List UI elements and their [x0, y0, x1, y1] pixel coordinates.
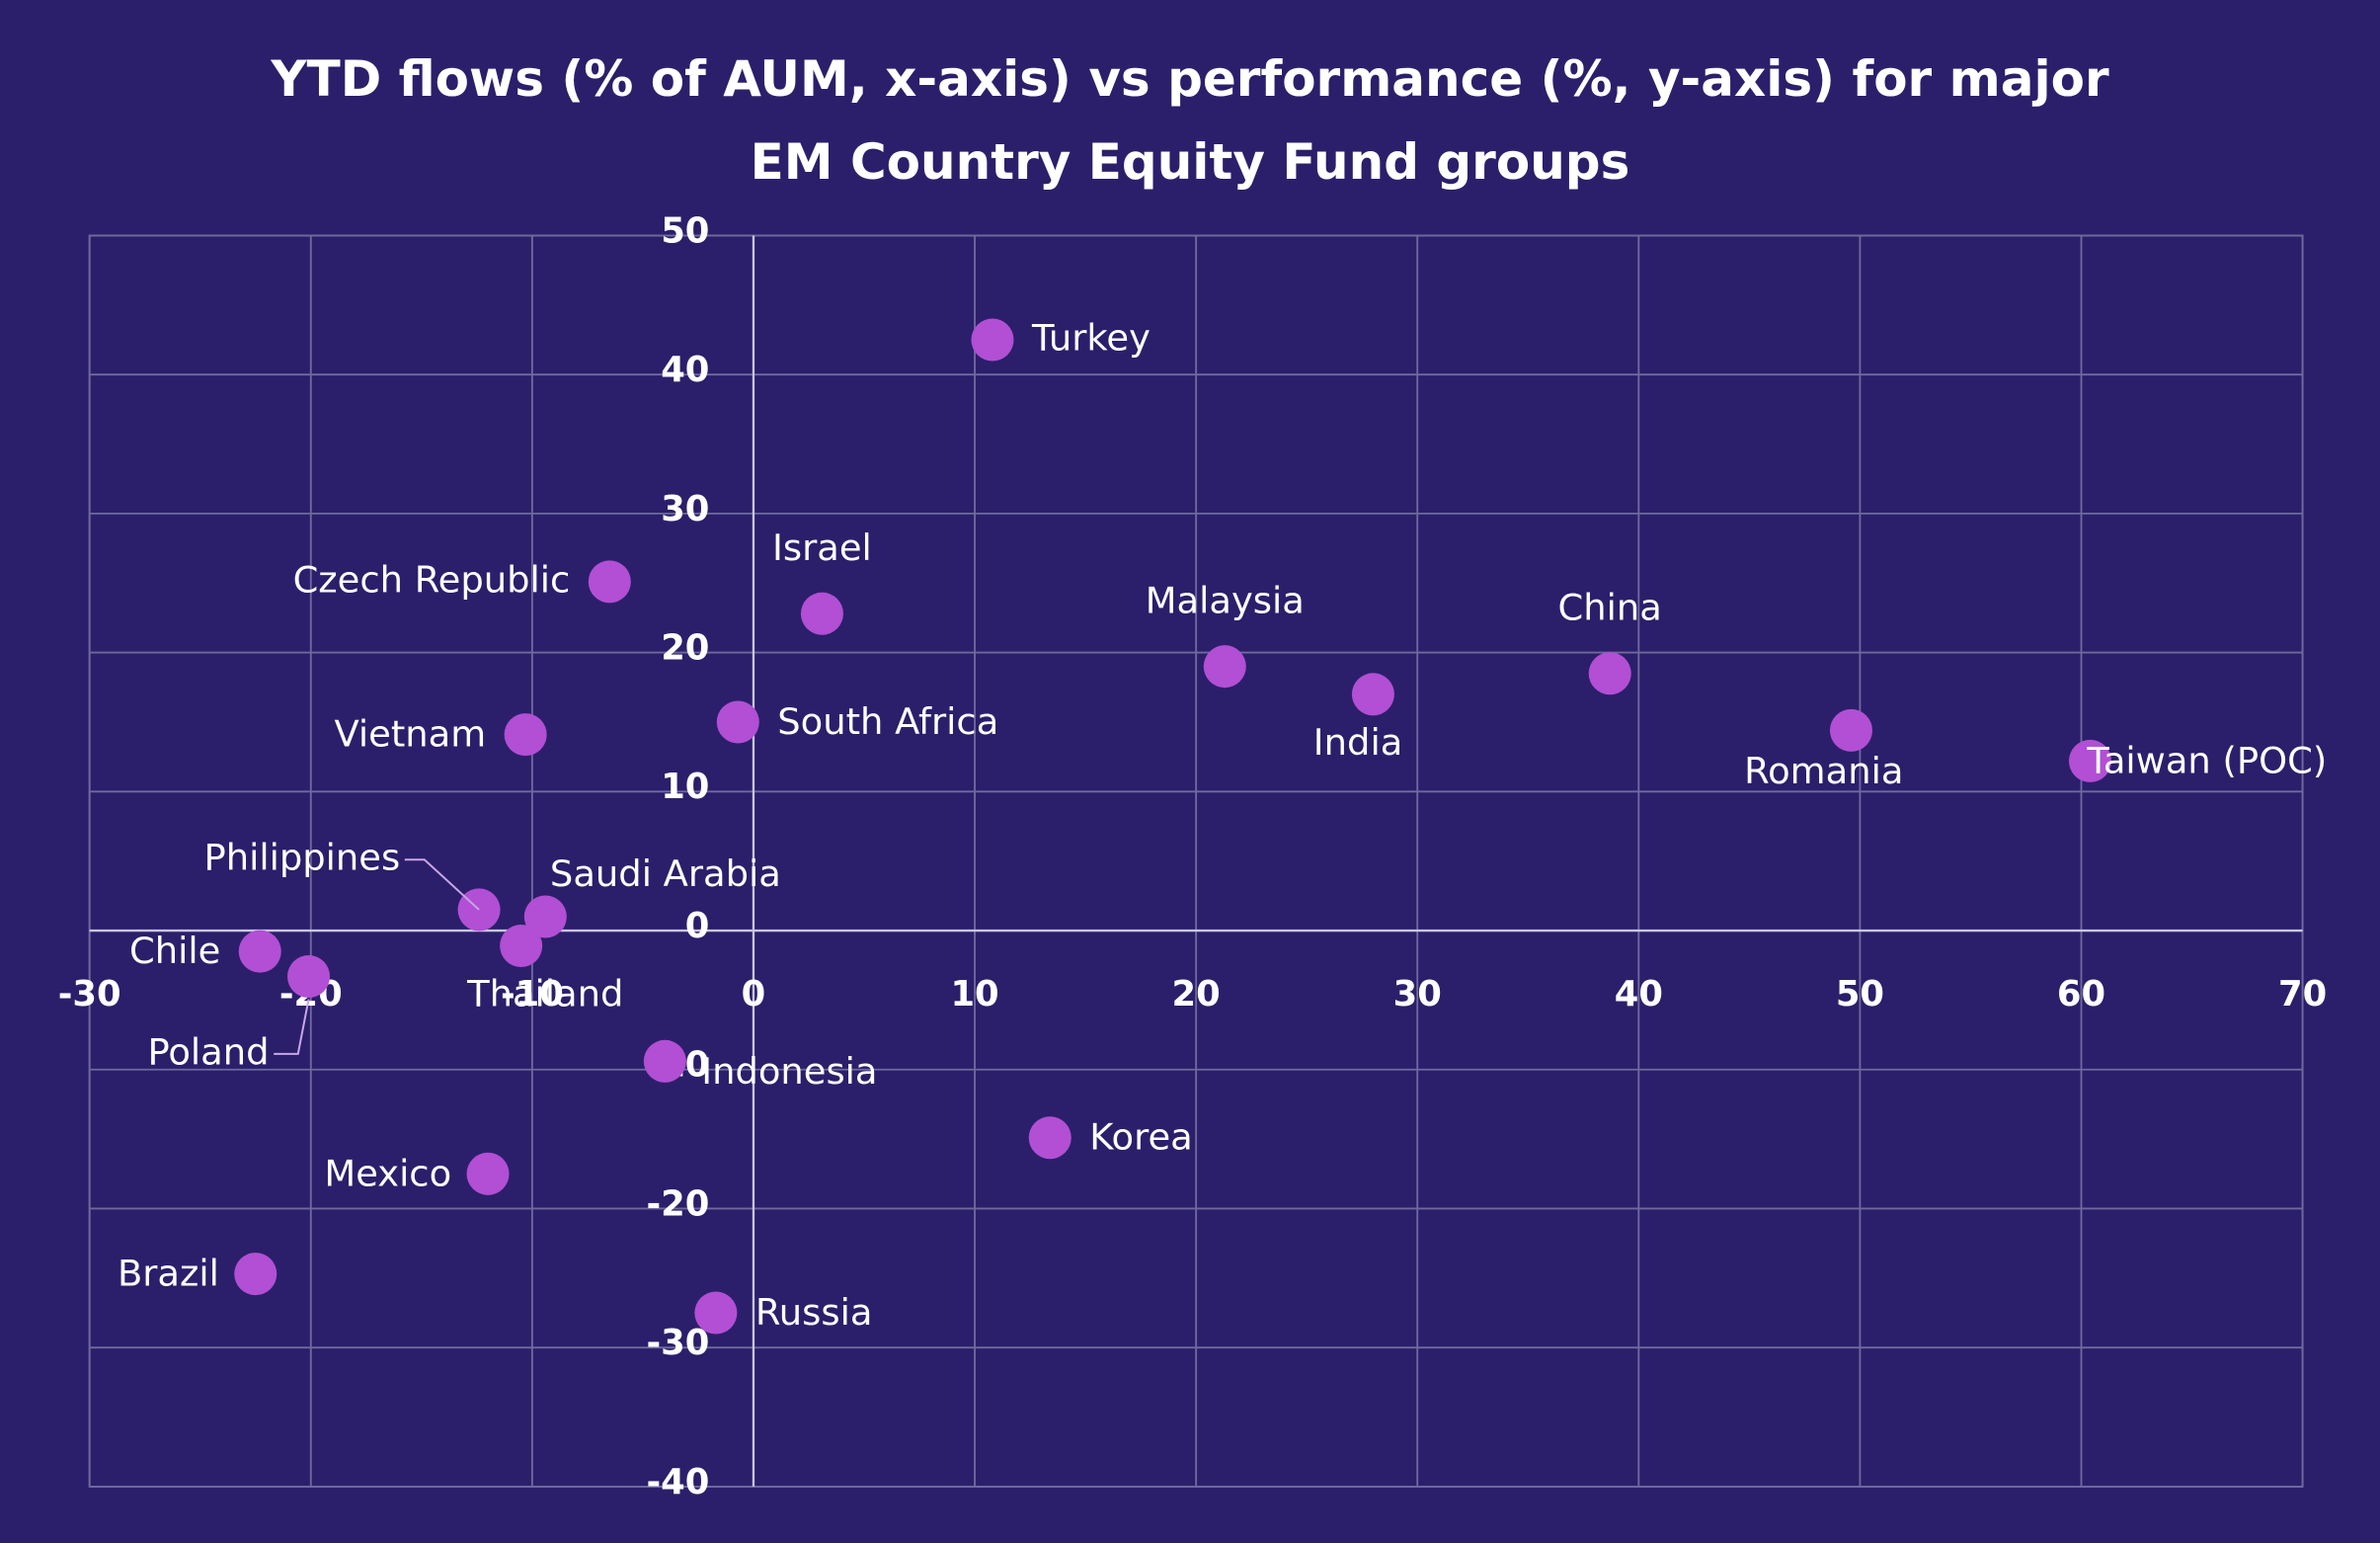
point [523, 895, 567, 938]
y-tick-label: -20 [647, 1183, 710, 1224]
point [2068, 739, 2112, 782]
point-label: Thailand [466, 973, 623, 1015]
point [1203, 645, 1246, 689]
point-label: Indonesia [701, 1050, 877, 1093]
x-tick-label: 60 [2057, 974, 2105, 1015]
point [238, 930, 281, 973]
leader-line [404, 858, 480, 911]
leader-line [274, 999, 310, 1055]
y-tick-label: 40 [661, 350, 709, 390]
y-tick-label: 10 [661, 767, 709, 807]
point-label: Saudi Arabia [550, 853, 781, 895]
y-tick-label: -30 [647, 1323, 710, 1363]
point [1028, 1116, 1071, 1160]
y-tick-label: -40 [647, 1462, 710, 1502]
point-label: Chile [129, 930, 220, 972]
point [1829, 708, 1872, 752]
point [234, 1253, 278, 1296]
point-label: Russia [755, 1291, 873, 1334]
x-tick-label: -30 [58, 974, 121, 1015]
point [971, 318, 1014, 362]
point-label: Taiwan (POC) [2086, 739, 2327, 781]
point [1351, 673, 1394, 716]
x-tick-label: 10 [950, 974, 998, 1015]
point-label: China [1558, 587, 1662, 629]
x-tick-label: 70 [2278, 974, 2327, 1015]
point-label: India [1313, 721, 1403, 764]
point [504, 713, 547, 757]
point [716, 700, 759, 744]
point-label: Korea [1089, 1116, 1193, 1159]
x-tick-label: 20 [1172, 974, 1221, 1015]
point-label: Poland [147, 1030, 269, 1073]
point-label: Malaysia [1146, 580, 1305, 622]
point-label: Mexico [324, 1152, 451, 1194]
chart-title: YTD flows (% of AUM, x-axis) vs performa… [271, 50, 2109, 191]
point [500, 925, 543, 968]
y-tick-label: 50 [661, 210, 709, 251]
point [1588, 652, 1631, 695]
point-label: Turkey [1031, 316, 1150, 359]
x-tick-label: 50 [1836, 974, 1884, 1015]
point [588, 560, 631, 604]
y-tick-label: 20 [661, 628, 709, 669]
point-label: Vietnam [334, 713, 486, 756]
point-label: Romania [1744, 750, 1903, 792]
y-tick-label: 0 [685, 906, 710, 946]
point [643, 1039, 686, 1083]
y-tick-label: 30 [661, 489, 709, 529]
point-label: Czech Republic [293, 558, 571, 601]
point [694, 1291, 738, 1335]
x-tick-label: 30 [1393, 974, 1442, 1015]
point [800, 592, 843, 635]
x-tick-label: 0 [742, 974, 766, 1015]
point-label: Israel [772, 527, 872, 569]
point-label: Brazil [118, 1253, 219, 1295]
point-label: Philippines [203, 837, 400, 879]
x-tick-label: 40 [1615, 974, 1663, 1015]
point [287, 954, 331, 998]
x-tick-label: -10 [501, 974, 564, 1015]
point [466, 1152, 510, 1195]
point-label: South Africa [777, 700, 998, 743]
